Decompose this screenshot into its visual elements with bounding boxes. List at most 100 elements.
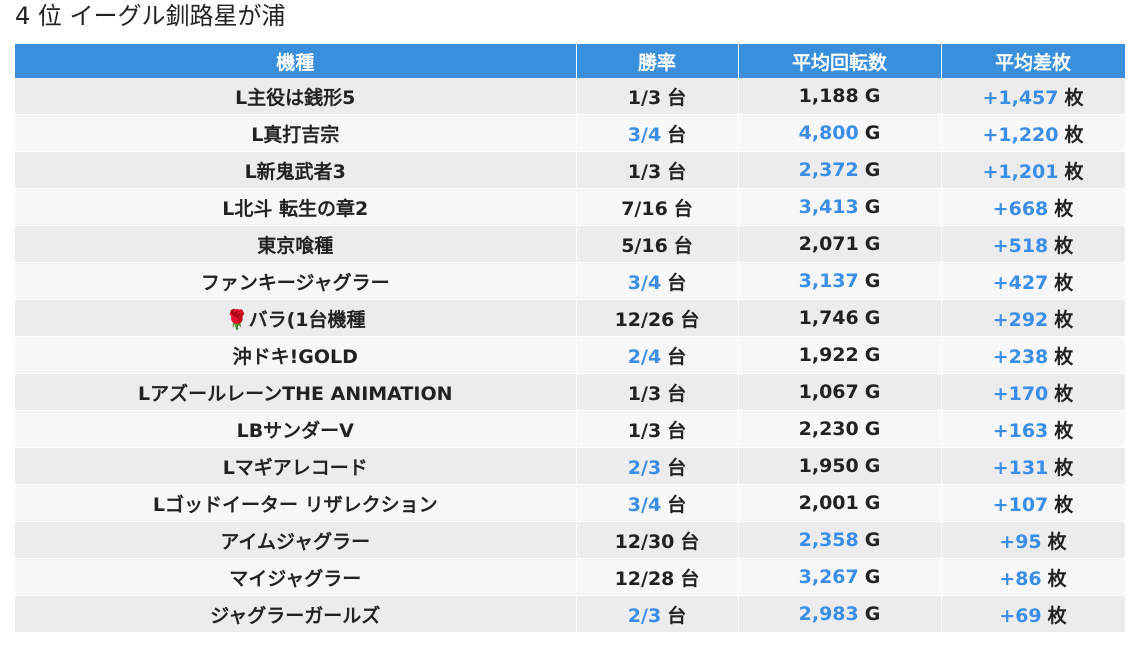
stat-value: +170: [992, 382, 1049, 405]
stat-cell: 1/3 台: [576, 151, 739, 189]
column-header: 機種: [15, 44, 577, 78]
stat-value: +131: [992, 456, 1049, 479]
stat-unit: G: [864, 492, 881, 514]
stat-value: 1,188: [798, 85, 859, 107]
stat-value: 3/4: [627, 493, 662, 516]
stat-unit: G: [864, 566, 881, 588]
table-row: Lゴッドイーター リザレクション 3/4 台 2,001 G +107 枚: [15, 484, 1126, 522]
stat-cell: 12/30 台: [576, 521, 739, 559]
stat-unit: G: [864, 122, 881, 144]
machine-name: ファンキージャグラー: [15, 262, 577, 300]
stat-value: 2,071: [798, 233, 859, 255]
stat-value: 2/3: [627, 456, 662, 479]
stat-cell: 3/4 台: [576, 262, 739, 300]
ranking-table: 機種 勝率 平均回転数 平均差枚 L主役は銭形5 1/3 台 1,188 G +1,457 枚 L真…: [15, 44, 1126, 633]
stat-unit: G: [864, 603, 881, 625]
stat-value: +518: [992, 234, 1049, 257]
stat-unit: 台: [673, 197, 693, 220]
stat-unit: 台: [667, 160, 687, 183]
machine-name: 🌹バラ(1台機種: [15, 299, 577, 337]
machine-name: L真打吉宗: [15, 114, 577, 152]
machine-name: L主役は銭形5: [15, 78, 577, 115]
stat-unit: 枚: [1054, 493, 1074, 516]
stat-cell: 2,071 G: [738, 225, 942, 263]
stat-cell: +95 枚: [941, 521, 1126, 559]
stat-unit: G: [864, 159, 881, 181]
stat-unit: G: [864, 270, 881, 292]
stat-cell: 2,372 G: [738, 151, 942, 189]
stat-cell: 3,137 G: [738, 262, 942, 300]
table-row: LアズールレーンTHE ANIMATION 1/3 台 1,067 G +170 枚: [15, 373, 1126, 411]
stat-value: +1,220: [982, 123, 1059, 146]
stat-value: +69: [999, 604, 1042, 627]
stat-value: 4,800: [798, 122, 859, 144]
stat-value: 12/26: [614, 308, 675, 331]
stat-value: 2/4: [627, 345, 662, 368]
column-header: 平均差枚: [941, 44, 1126, 78]
stat-cell: 1,746 G: [738, 299, 942, 337]
machine-name: Lマギアレコード: [15, 447, 577, 485]
stat-cell: 1/3 台: [576, 78, 739, 115]
stat-cell: +69 枚: [941, 595, 1126, 633]
stat-unit: 枚: [1054, 234, 1074, 257]
machine-name: アイムジャグラー: [15, 521, 577, 559]
stat-cell: +1,220 枚: [941, 114, 1126, 152]
machine-name: 東京喰種: [15, 225, 577, 263]
stat-unit: 枚: [1047, 604, 1067, 627]
stat-unit: 台: [667, 493, 687, 516]
stat-unit: 台: [680, 308, 700, 331]
stat-value: 1,922: [798, 344, 859, 366]
stat-cell: +1,201 枚: [941, 151, 1126, 189]
stat-value: 3,137: [798, 270, 859, 292]
stat-unit: G: [864, 455, 881, 477]
stat-value: +86: [999, 567, 1042, 590]
stat-unit: 枚: [1064, 123, 1084, 146]
stat-value: 1,950: [798, 455, 859, 477]
stat-cell: 1/3 台: [576, 410, 739, 448]
stat-cell: 4,800 G: [738, 114, 942, 152]
stat-unit: 台: [680, 530, 700, 553]
header-row: 機種 勝率 平均回転数 平均差枚: [15, 44, 1126, 78]
page-title: 4 位 イーグル釧路星が浦: [15, 2, 286, 30]
machine-name: ジャグラーガールズ: [15, 595, 577, 633]
stat-unit: 枚: [1054, 197, 1074, 220]
stat-value: 3/4: [627, 123, 662, 146]
machine-name: L新鬼武者3: [15, 151, 577, 189]
column-header: 平均回転数: [738, 44, 942, 78]
stat-value: 1/3: [627, 382, 662, 405]
stat-cell: 2,001 G: [738, 484, 942, 522]
stat-unit: G: [864, 418, 881, 440]
stat-cell: +238 枚: [941, 336, 1126, 374]
stat-unit: G: [864, 233, 881, 255]
table-row: 東京喰種 5/16 台 2,071 G +518 枚: [15, 225, 1126, 263]
table-row: マイジャグラー 12/28 台 3,267 G +86 枚: [15, 558, 1126, 596]
stat-value: +427: [992, 271, 1049, 294]
stat-value: 3,413: [798, 196, 859, 218]
stat-value: 5/16: [621, 234, 668, 257]
stat-value: 7/16: [621, 197, 668, 220]
stat-value: 1/3: [627, 86, 662, 109]
stat-cell: 2,358 G: [738, 521, 942, 559]
stat-cell: 1,188 G: [738, 78, 942, 115]
stat-value: +292: [992, 308, 1049, 331]
stat-unit: 枚: [1054, 308, 1074, 331]
stat-value: +107: [992, 493, 1049, 516]
stat-value: 3,267: [798, 566, 859, 588]
stat-cell: 2,983 G: [738, 595, 942, 633]
stat-value: +163: [992, 419, 1049, 442]
table-row: Lマギアレコード 2/3 台 1,950 G +131 枚: [15, 447, 1126, 485]
stat-value: 1,067: [798, 381, 859, 403]
stat-value: +95: [999, 530, 1042, 553]
stat-unit: G: [864, 381, 881, 403]
machine-name: Lゴッドイーター リザレクション: [15, 484, 577, 522]
stat-unit: 枚: [1064, 160, 1084, 183]
stat-value: 2/3: [627, 604, 662, 627]
stat-unit: 台: [673, 234, 693, 257]
stat-cell: 1,067 G: [738, 373, 942, 411]
stat-value: +1,457: [982, 86, 1059, 109]
stat-unit: G: [864, 196, 881, 218]
stat-value: 12/30: [614, 530, 675, 553]
machine-name: L北斗 転生の章2: [15, 188, 577, 226]
table-row: L真打吉宗 3/4 台 4,800 G +1,220 枚: [15, 114, 1126, 152]
stat-cell: +131 枚: [941, 447, 1126, 485]
